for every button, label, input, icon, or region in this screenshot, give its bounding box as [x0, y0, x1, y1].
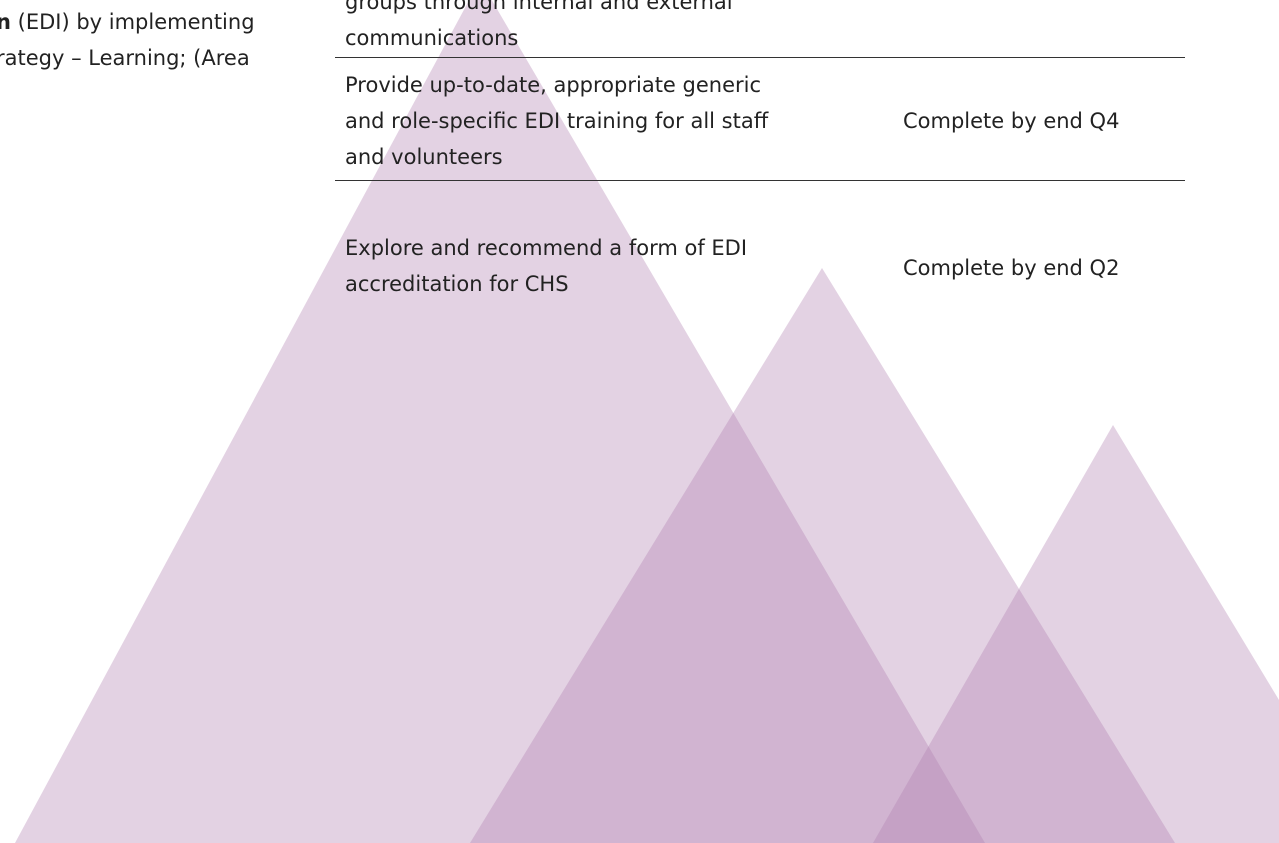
left-text: rategy – Learning; (Area: [0, 46, 250, 70]
cell-text: Explore and recommend a form of EDI: [345, 236, 748, 260]
triangle: [873, 425, 1279, 843]
row-rule: [335, 57, 1185, 58]
cell-text: groups through internal and external: [345, 0, 733, 14]
cell-text: and role-specific EDI training for all s…: [345, 109, 769, 133]
triangle: [15, 0, 985, 843]
row-rule: [335, 180, 1185, 181]
cell-text: Complete by end Q2: [903, 256, 1120, 280]
left-text: n (EDI) by implementing: [0, 4, 255, 40]
cell-text: communications: [345, 26, 519, 50]
cell-text: Complete by end Q4: [903, 109, 1120, 133]
text: (EDI) by implementing: [10, 10, 255, 34]
bold-text: n: [0, 10, 11, 34]
cell-text: and volunteers: [345, 145, 503, 169]
cell-text: accreditation for CHS: [345, 272, 569, 296]
cell-text: Provide up-to-date, appropriate generic: [345, 73, 762, 97]
triangle: [470, 268, 1175, 843]
